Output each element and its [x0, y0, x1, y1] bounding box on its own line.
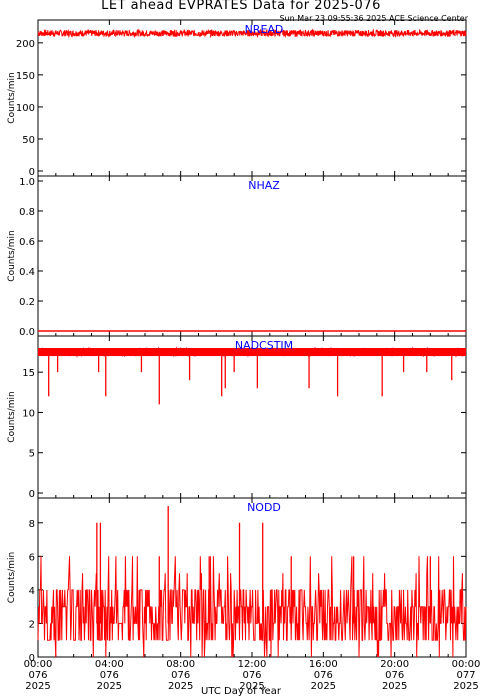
panel-label: NADCSTIM: [235, 339, 293, 352]
y-tick-label: 0.4: [19, 267, 35, 278]
y-axis-label: Counts/min: [7, 391, 17, 442]
nadcstim-band: [38, 348, 466, 357]
x-tick-label: 08:00: [166, 659, 195, 670]
x-tick-label: 16:00: [309, 659, 338, 670]
y-tick-label: 0.0: [19, 327, 35, 338]
panel-label: NODD: [247, 501, 281, 514]
x-tick-label: 2025: [453, 681, 478, 692]
y-tick-label: 1.0: [19, 177, 35, 188]
y-tick-label: 0: [29, 653, 35, 664]
y-tick-label: 15: [22, 368, 35, 379]
y-axis-label: Counts/min: [7, 230, 17, 281]
x-tick-label: 076: [100, 670, 119, 681]
y-tick-label: 100: [16, 103, 35, 114]
x-tick-label: 2025: [97, 681, 122, 692]
x-tick-label: 00:00: [24, 659, 53, 670]
y-tick-label: 0.2: [19, 297, 35, 308]
nread-trace: [37, 28, 467, 39]
x-axis-title: UTC Day of Year: [201, 686, 281, 697]
x-tick-label: 076: [28, 670, 47, 681]
x-tick-label: 2025: [311, 681, 336, 692]
y-tick-label: 4: [29, 586, 35, 597]
y-tick-label: 2: [29, 619, 35, 630]
x-tick-label: 2025: [382, 681, 407, 692]
y-tick-label: 200: [16, 39, 35, 50]
x-tick-label: 076: [242, 670, 261, 681]
y-tick-label: 0.8: [19, 207, 35, 218]
x-tick-label: 2025: [25, 681, 50, 692]
y-axis-label: Counts/min: [7, 552, 17, 603]
x-tick-label: 2025: [239, 681, 264, 692]
y-tick-label: 8: [29, 519, 35, 530]
x-tick-label: 04:00: [95, 659, 124, 670]
x-tick-label: 076: [385, 670, 404, 681]
panel-frame: [37, 335, 467, 499]
timestamp: Sun Mar 23 09:55:36 2025 ACE Science Cen…: [279, 14, 469, 23]
panel-frame: [37, 19, 467, 177]
nodd-trace: [37, 556, 467, 658]
panel-label: NHAZ: [248, 179, 280, 192]
panel-label: NREAD: [245, 23, 284, 36]
x-tick-label: 076: [314, 670, 333, 681]
y-tick-label: 6: [29, 552, 35, 563]
y-tick-label: 0.6: [19, 237, 35, 248]
y-tick-label: 0: [29, 167, 35, 178]
x-tick-label: 12:00: [238, 659, 267, 670]
y-tick-label: 10: [22, 408, 35, 419]
y-tick-label: 150: [16, 71, 35, 82]
chart-title: LET ahead EVPRATES Data for 2025-076: [101, 0, 381, 13]
x-tick-label: 2025: [168, 681, 193, 692]
x-tick-label: 00:00: [452, 659, 481, 670]
y-tick-label: 0: [29, 489, 35, 500]
y-axis-label: Counts/min: [7, 72, 17, 123]
panel-frame: [37, 175, 467, 337]
y-tick-label: 5: [29, 449, 35, 460]
y-tick-label: 50: [22, 135, 35, 146]
x-tick-label: 077: [456, 670, 475, 681]
x-tick-label: 20:00: [380, 659, 409, 670]
x-tick-label: 076: [171, 670, 190, 681]
